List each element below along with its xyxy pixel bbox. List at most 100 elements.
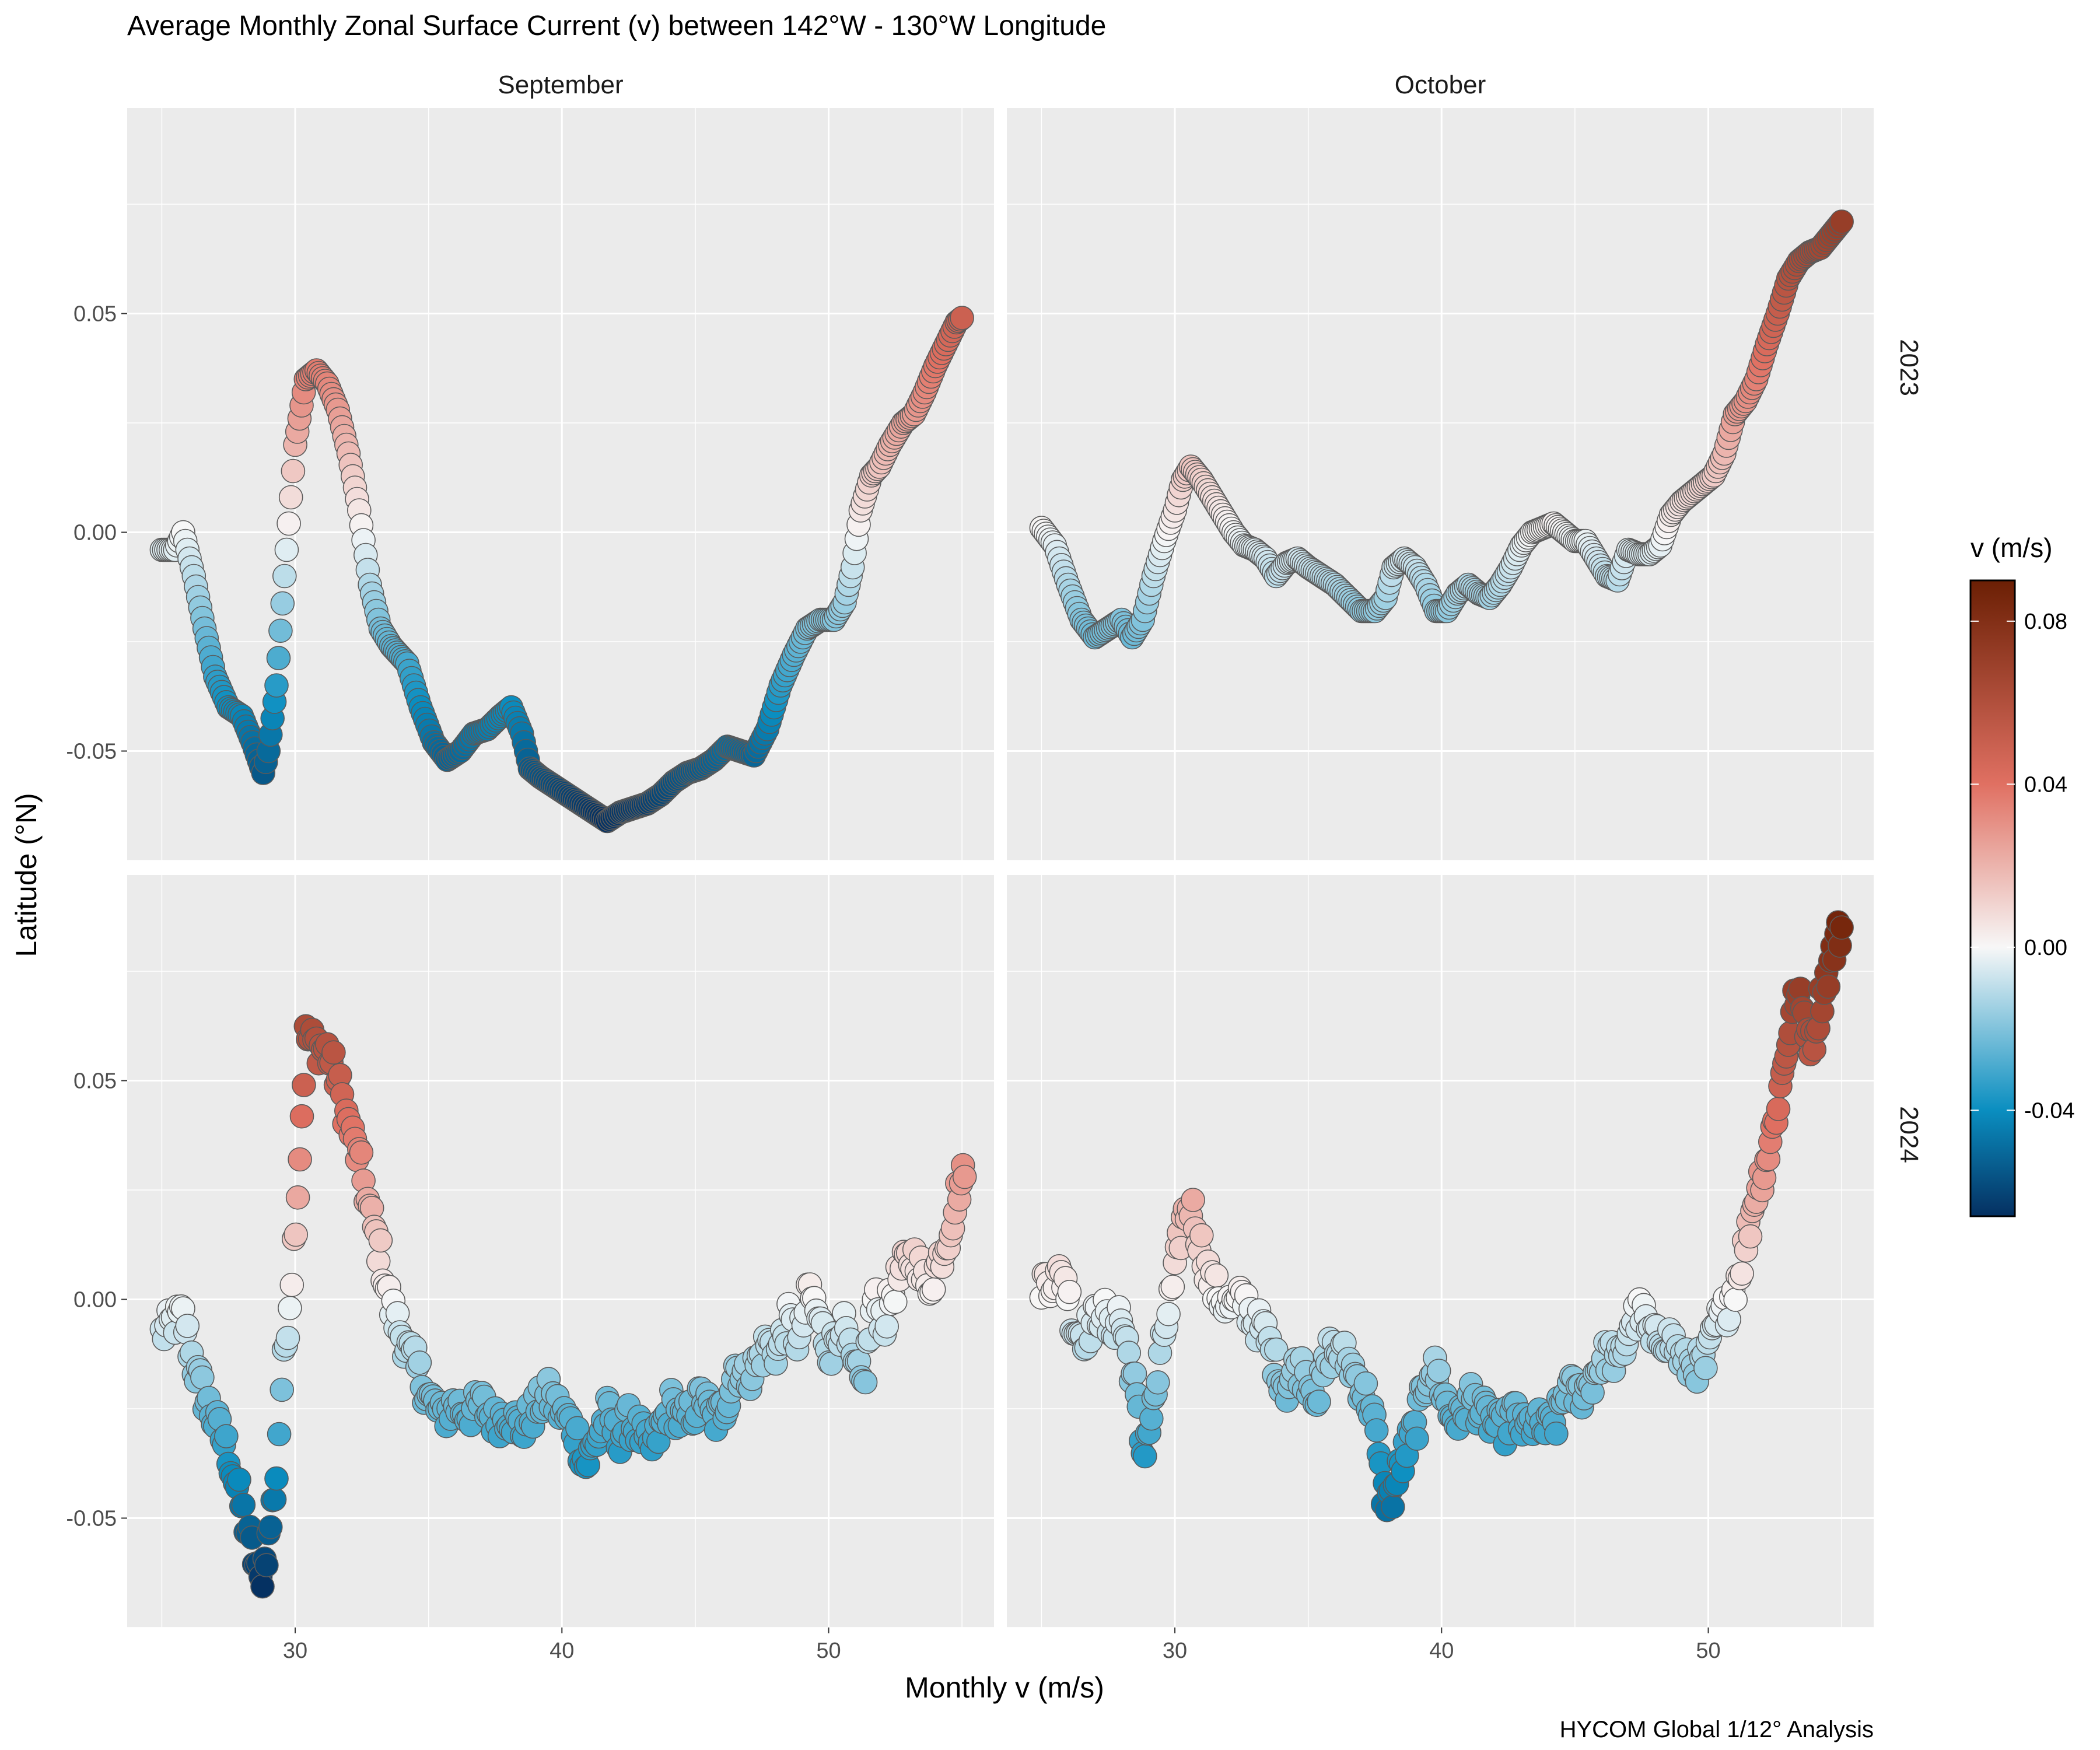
data-point <box>1133 1444 1157 1469</box>
data-point <box>264 673 289 698</box>
data-point <box>275 1325 300 1350</box>
colorbar-tick-label: 0.04 <box>2024 772 2067 797</box>
y-tick-label: 0.00 <box>74 521 117 545</box>
data-point <box>276 511 301 536</box>
data-point <box>1181 1188 1205 1212</box>
data-point <box>1766 1097 1791 1121</box>
data-point <box>1381 1494 1405 1520</box>
x-tick-label: 50 <box>1696 1639 1720 1663</box>
data-point <box>1146 1370 1170 1395</box>
data-point <box>1264 1337 1289 1362</box>
colorbar-tick-label: 0.08 <box>2024 610 2067 634</box>
data-point <box>1405 1426 1429 1451</box>
y-tick-label: -0.05 <box>66 740 117 764</box>
data-point <box>1116 1340 1141 1365</box>
data-point <box>1160 1275 1185 1299</box>
colorbar-tick-label: 0.00 <box>2024 936 2067 960</box>
data-point <box>921 1277 946 1302</box>
x-axis-title: Monthly v (m/s) <box>905 1671 1104 1704</box>
facet-row-label: 2023 <box>1895 339 1923 396</box>
data-point <box>268 618 293 643</box>
data-point <box>1204 1263 1229 1288</box>
data-point <box>368 1228 393 1253</box>
chart-caption: HYCOM Global 1/12° Analysis <box>1560 1717 1874 1742</box>
data-point <box>952 1164 977 1189</box>
data-point <box>1730 1261 1754 1286</box>
color-legend: v (m/s) 0.08 0.04 0.00 -0.04 <box>1969 533 2075 1217</box>
facet-column-label: October <box>1395 71 1486 99</box>
y-tick-label: 0.05 <box>74 302 117 327</box>
data-point <box>231 1493 256 1517</box>
data-point <box>288 1147 312 1172</box>
data-point <box>1816 974 1841 999</box>
data-point <box>1426 1359 1451 1383</box>
legend-title: v (m/s) <box>1971 533 2053 563</box>
data-point <box>254 1553 279 1577</box>
data-point <box>278 485 303 510</box>
data-point <box>227 1467 251 1492</box>
data-point <box>1829 915 1854 940</box>
data-point <box>349 1140 374 1165</box>
data-point <box>321 1040 346 1065</box>
data-point <box>270 1377 295 1402</box>
data-point <box>1829 209 1854 234</box>
axes: -0.05 -0.05 0.00 0.00 0.05 0.05 30 30 40 40 50 50 <box>66 302 1720 1664</box>
data-point <box>266 646 291 670</box>
y-axis-title: Latitude (°N) <box>10 793 43 957</box>
data-point <box>1189 1223 1214 1248</box>
data-point <box>190 1365 215 1390</box>
y-tick-label: -0.05 <box>66 1507 117 1531</box>
data-point <box>267 1422 292 1447</box>
x-tick-label: 30 <box>1163 1639 1187 1663</box>
data-point <box>1738 1224 1763 1249</box>
facet-strips: September October 2023 2024 <box>498 71 1923 1163</box>
data-point <box>853 1370 878 1395</box>
data-point <box>289 1104 314 1129</box>
x-tick-label: 40 <box>1429 1639 1454 1663</box>
data-point <box>874 1314 899 1339</box>
data-point <box>264 1466 289 1491</box>
y-tick-label: 0.00 <box>74 1288 117 1312</box>
panel-background <box>127 875 994 1628</box>
data-point <box>270 591 295 616</box>
data-points <box>149 209 1854 1599</box>
facet-panels <box>127 108 1874 1628</box>
colorbar <box>1969 579 2016 1217</box>
data-point <box>565 1416 590 1441</box>
data-point <box>262 1487 287 1512</box>
data-point <box>950 306 974 330</box>
y-tick-label: 0.05 <box>74 1069 117 1094</box>
data-point <box>1156 1301 1181 1326</box>
data-point <box>292 1073 316 1097</box>
data-point <box>214 1424 239 1448</box>
data-point <box>1364 1418 1389 1443</box>
data-point <box>175 1314 200 1338</box>
data-point <box>1139 1406 1164 1431</box>
data-point <box>274 537 299 562</box>
data-point <box>258 1515 283 1539</box>
data-point <box>278 1296 302 1321</box>
facet-row-label: 2024 <box>1895 1106 1923 1163</box>
data-point <box>1353 1371 1378 1396</box>
data-point <box>407 1350 432 1375</box>
data-point <box>1307 1390 1331 1414</box>
data-point <box>1057 1280 1082 1304</box>
data-point <box>883 1289 908 1314</box>
x-tick-label: 40 <box>550 1639 574 1663</box>
data-point <box>1723 1287 1748 1312</box>
data-point <box>1122 1362 1147 1386</box>
facet-column-label: September <box>498 71 623 99</box>
panel-background <box>1007 108 1874 860</box>
data-point <box>281 459 306 484</box>
data-point <box>272 564 297 589</box>
colorbar-tick-label: -0.04 <box>2024 1098 2075 1123</box>
data-point <box>279 1272 304 1297</box>
data-point <box>250 1574 275 1599</box>
data-point <box>1544 1421 1569 1446</box>
data-point <box>284 1222 309 1247</box>
data-point <box>1693 1356 1718 1380</box>
chart-title: Average Monthly Zonal Surface Current (v… <box>127 10 1106 41</box>
panel-background <box>1007 875 1874 1628</box>
